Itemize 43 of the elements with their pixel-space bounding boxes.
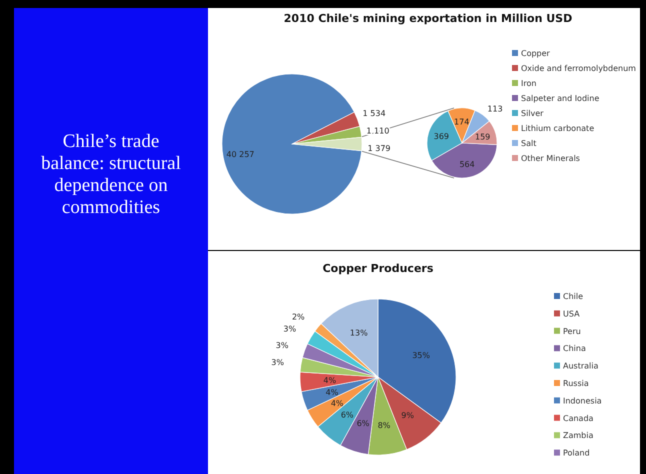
chart-title: Copper Producers bbox=[322, 262, 434, 275]
legend-label: Russia bbox=[563, 379, 589, 388]
legend-label: USA bbox=[563, 309, 580, 318]
data-label: 3% bbox=[283, 324, 296, 334]
legend-label: Australia bbox=[563, 362, 598, 371]
legend-label: China bbox=[563, 344, 586, 354]
data-label: 35% bbox=[412, 351, 430, 360]
data-label: 369 bbox=[434, 132, 450, 142]
data-label: 4% bbox=[323, 376, 336, 386]
data-label: 6% bbox=[340, 410, 354, 420]
data-label: 40 257 bbox=[226, 150, 254, 159]
data-label: 3% bbox=[271, 358, 284, 368]
legend-label: Iron bbox=[521, 79, 536, 88]
pie-slice bbox=[222, 74, 362, 214]
data-label: 4% bbox=[326, 388, 339, 397]
chart-title: 2010 Chile's mining exportation in Million USD bbox=[284, 12, 572, 25]
data-label: 2% bbox=[292, 312, 306, 322]
legend-label: Oxide and ferromolybdenum bbox=[521, 64, 636, 73]
legend-label: Peru bbox=[563, 326, 581, 336]
legend-label: Zambia bbox=[563, 431, 594, 440]
legend-label: Silver bbox=[521, 109, 544, 118]
data-label: 113 bbox=[487, 104, 503, 114]
data-label: 3% bbox=[276, 340, 289, 350]
data-label: 4% bbox=[330, 398, 344, 408]
legend-label: Salt bbox=[521, 139, 536, 148]
data-label: 174 bbox=[454, 117, 470, 126]
data-label: 8% bbox=[378, 420, 391, 430]
legend-label: Lithium carbonate bbox=[521, 124, 594, 133]
data-label: 9% bbox=[401, 411, 414, 420]
data-label: 13% bbox=[350, 328, 368, 338]
legend-label: Canada bbox=[563, 414, 594, 423]
legend-label: Other Minerals bbox=[521, 154, 580, 163]
data-label: 159 bbox=[475, 132, 490, 142]
legend-label: Copper bbox=[521, 49, 551, 58]
text: Chile’s trade balance: structural dependence on commodities bbox=[41, 131, 181, 218]
data-label: 1 379 bbox=[368, 144, 391, 153]
data-label: 6% bbox=[356, 418, 370, 428]
legend-label: Indonesia bbox=[563, 396, 602, 406]
legend-label: Poland bbox=[563, 448, 590, 458]
legend-label: Chile bbox=[563, 292, 584, 301]
legend-label: Salpeter and Iodine bbox=[521, 94, 600, 103]
data-label: 1 534 bbox=[362, 109, 386, 118]
data-label: 564 bbox=[459, 160, 475, 170]
